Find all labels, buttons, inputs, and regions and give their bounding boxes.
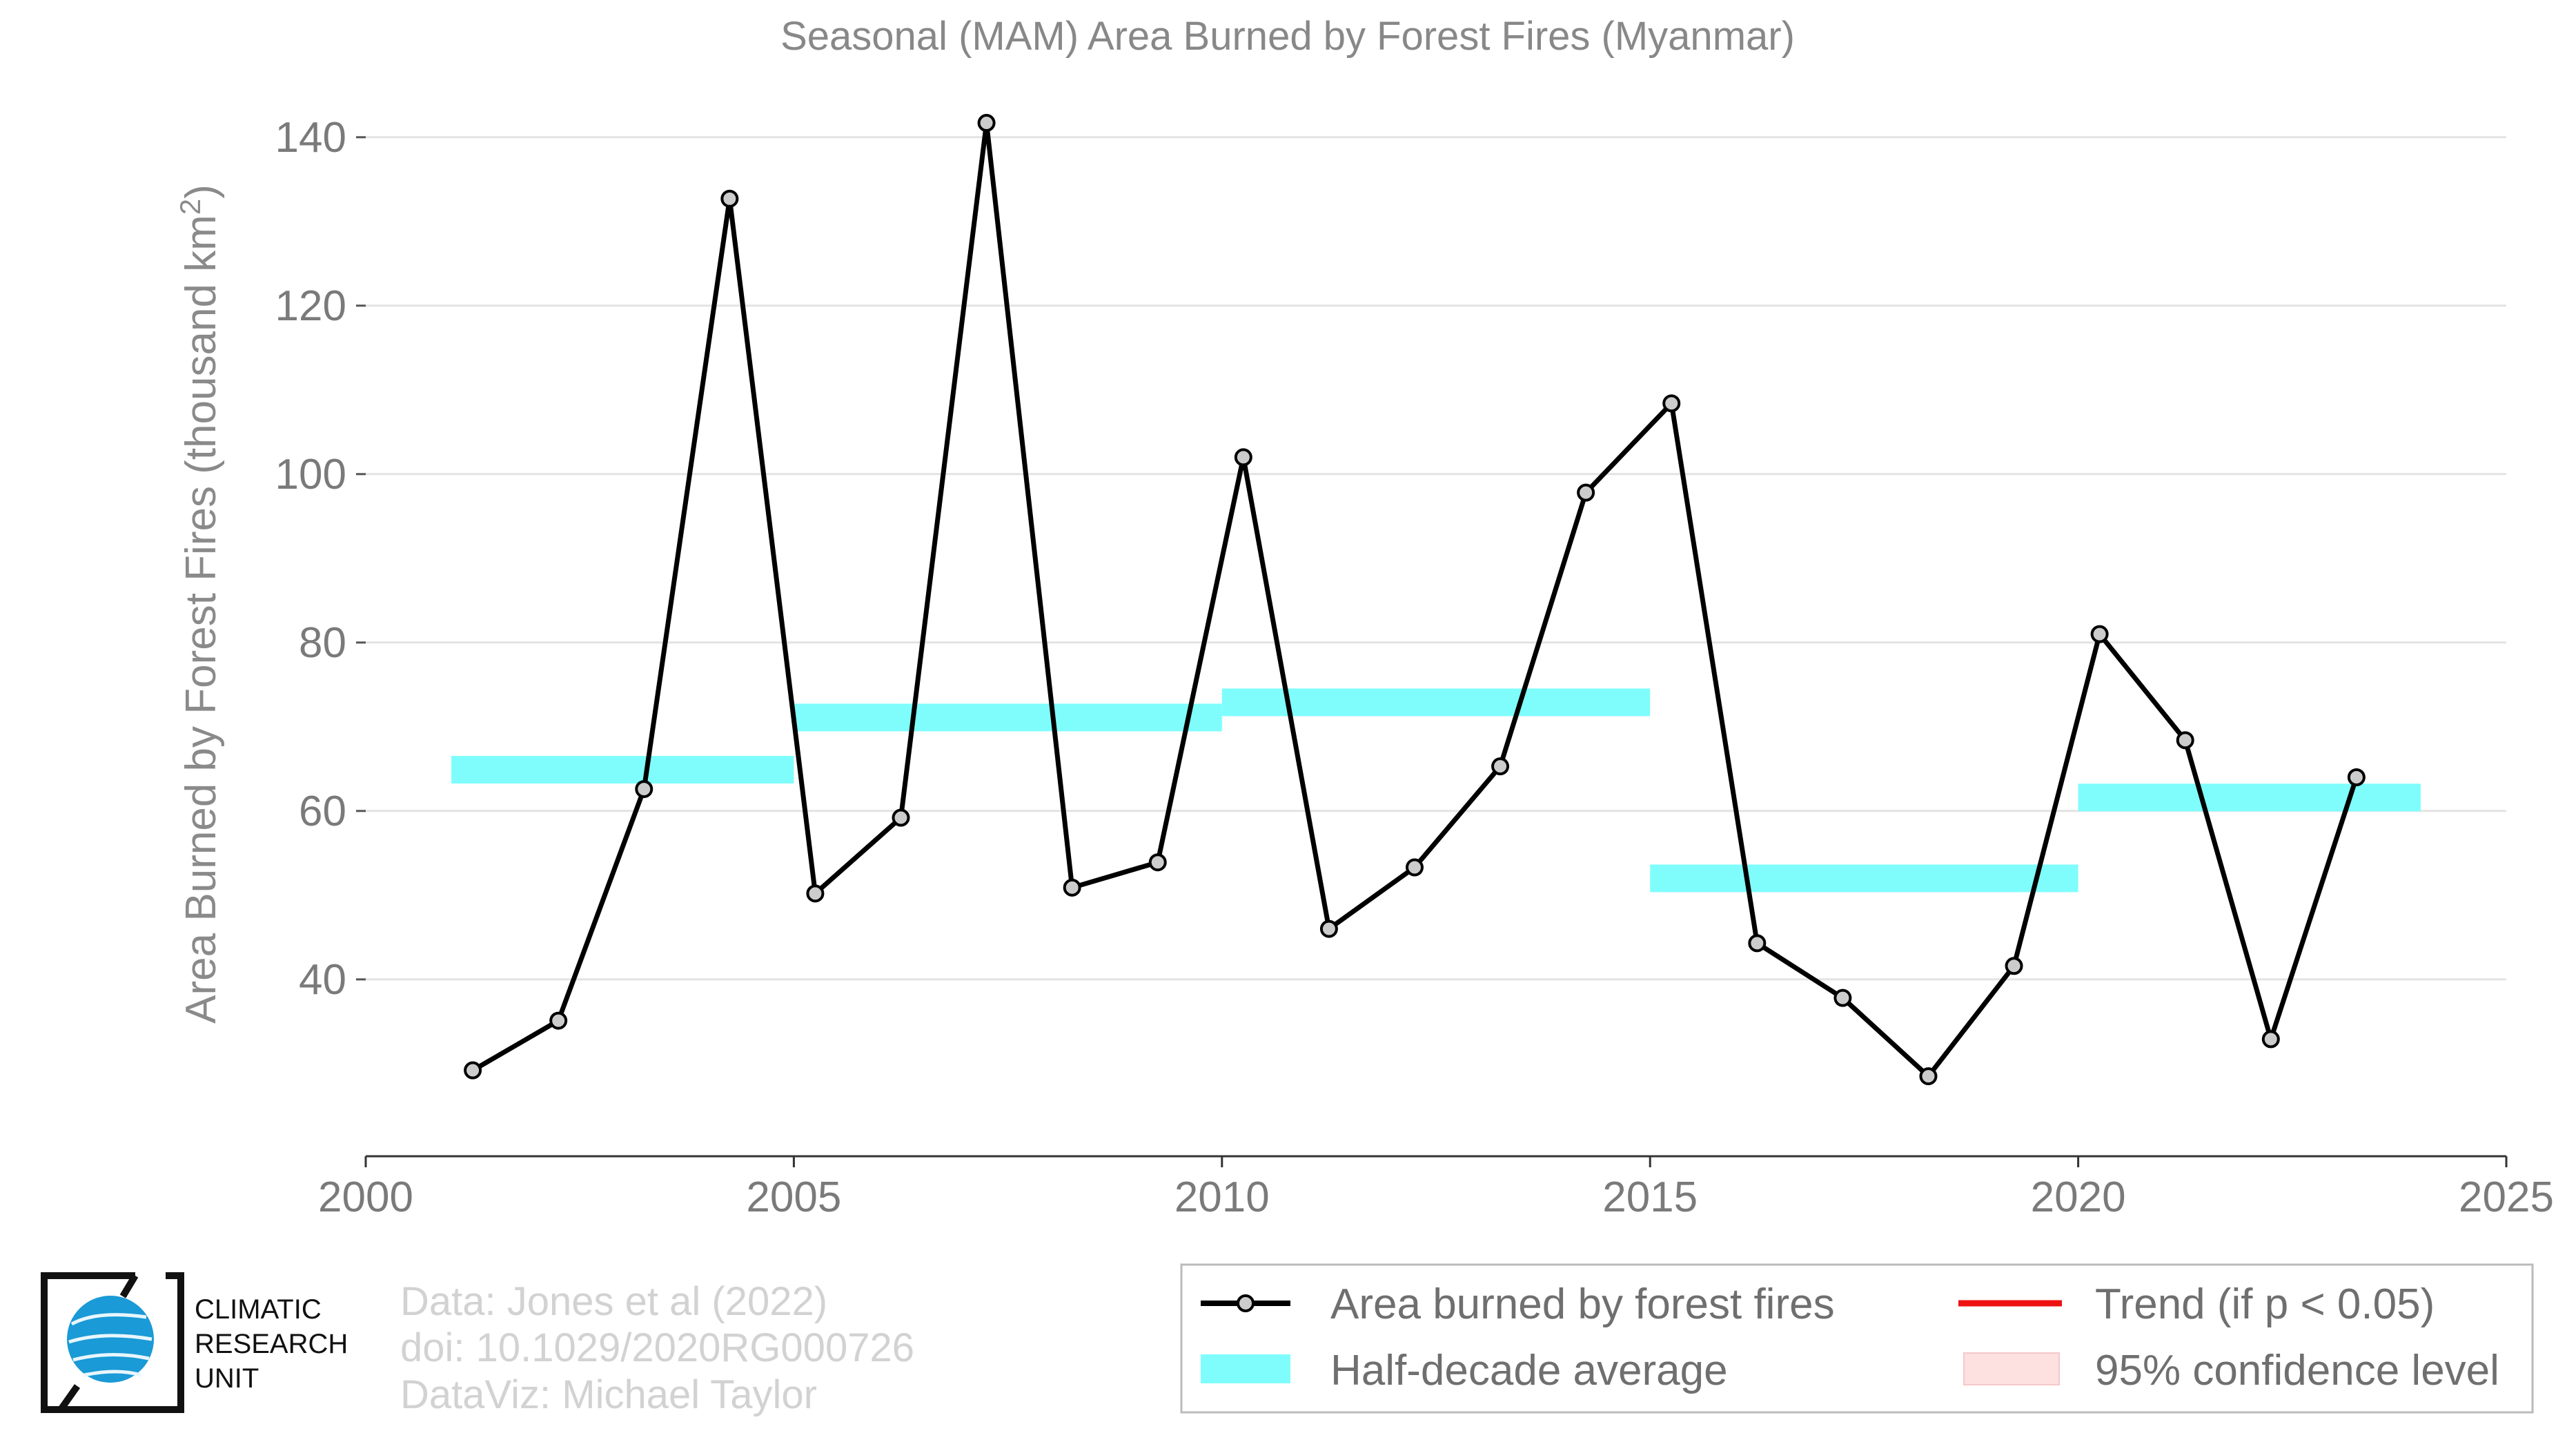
y-axis-label-close: ) bbox=[177, 184, 225, 199]
y-tick-label-100: 100 bbox=[275, 451, 346, 498]
legend-label-half-decade: Half-decade average bbox=[1330, 1347, 1728, 1394]
data-point-20 bbox=[2176, 731, 2194, 750]
y-axis-label: Area Burned by Forest Fires (thousand km… bbox=[174, 184, 225, 1024]
data-point-14 bbox=[1662, 394, 1681, 413]
legend-swatch-series-marker bbox=[1237, 1294, 1255, 1312]
logo-bracket-left-icon bbox=[41, 1272, 59, 1413]
data-point-6 bbox=[977, 114, 996, 133]
x-axis: 2000 2005 2010 2015 2020 2025 bbox=[318, 1155, 2554, 1221]
data-point-1 bbox=[549, 1011, 568, 1030]
legend-swatch-confidence bbox=[1963, 1352, 2060, 1385]
data-point-15 bbox=[1748, 934, 1767, 953]
logo-bracket-right-icon bbox=[59, 1272, 184, 1413]
half-decade-average-bands bbox=[451, 688, 2421, 893]
logo-text-unit: UNIT bbox=[195, 1363, 259, 1394]
y-axis-label-superscript: 2 bbox=[174, 199, 206, 215]
globe-contour-icon bbox=[68, 1313, 153, 1377]
data-point-2 bbox=[635, 780, 653, 799]
data-point-10 bbox=[1319, 919, 1338, 938]
y-tick-labels: 40 60 80 100 120 140 bbox=[275, 114, 366, 1004]
y-tick-label-140: 140 bbox=[275, 114, 346, 162]
data-point-11 bbox=[1405, 858, 1424, 877]
data-point-8 bbox=[1148, 853, 1167, 872]
half-decade-band-1 bbox=[794, 703, 1222, 732]
series-area-burned bbox=[464, 114, 2366, 1086]
data-point-0 bbox=[464, 1061, 482, 1080]
data-point-12 bbox=[1491, 757, 1510, 776]
y-axis-label-text: Area Burned by Forest Fires (thousand km bbox=[177, 215, 225, 1024]
legend-label-confidence: 95% confidence level bbox=[2095, 1347, 2499, 1394]
data-point-18 bbox=[2005, 957, 2023, 975]
data-point-13 bbox=[1577, 483, 1595, 502]
x-tick-label-2000: 2000 bbox=[318, 1174, 413, 1221]
data-point-22 bbox=[2347, 768, 2366, 786]
legend-frame bbox=[1180, 1263, 2534, 1414]
y-tick-label-40: 40 bbox=[299, 956, 346, 1004]
data-point-4 bbox=[806, 884, 825, 903]
logo-slash-top-icon bbox=[119, 1274, 139, 1298]
gridlines bbox=[366, 136, 2506, 981]
data-point-16 bbox=[1833, 989, 1852, 1007]
x-tick-label-2005: 2005 bbox=[746, 1174, 841, 1221]
x-tick-label-2025: 2025 bbox=[2459, 1174, 2554, 1221]
logo-text-climatic: CLIMATIC bbox=[195, 1294, 322, 1325]
data-point-17 bbox=[1919, 1067, 1938, 1086]
data-point-21 bbox=[2261, 1030, 2280, 1049]
half-decade-band-2 bbox=[1221, 688, 1651, 717]
half-decade-band-4 bbox=[2078, 783, 2421, 812]
data-point-9 bbox=[1234, 448, 1252, 467]
chart-title: Seasonal (MAM) Area Burned by Forest Fir… bbox=[780, 14, 1795, 59]
credit-data: Data: Jones et al (2022) bbox=[400, 1279, 827, 1324]
credit-dataviz: DataViz: Michael Taylor bbox=[400, 1372, 817, 1417]
legend: Area burned by forest fires Half-decade … bbox=[1180, 1263, 2534, 1414]
x-tick-label-2010: 2010 bbox=[1174, 1174, 1270, 1221]
logo-text-research: RESEARCH bbox=[195, 1329, 348, 1359]
half-decade-band-3 bbox=[1650, 864, 2078, 893]
series-line bbox=[471, 120, 2359, 1079]
data-point-3 bbox=[720, 189, 739, 208]
y-tick-label-80: 80 bbox=[299, 619, 346, 667]
cru-logo: CLIMATIC RESEARCH UNIT bbox=[41, 1272, 348, 1413]
legend-label-series: Area burned by forest fires bbox=[1330, 1280, 1835, 1328]
data-point-7 bbox=[1063, 878, 1081, 897]
half-decade-band-0 bbox=[451, 756, 794, 784]
data-point-19 bbox=[2090, 625, 2109, 643]
x-tick-label-2020: 2020 bbox=[2031, 1174, 2126, 1221]
x-tick-label-2015: 2015 bbox=[1602, 1174, 1698, 1221]
y-tick-label-60: 60 bbox=[299, 788, 346, 835]
legend-label-trend: Trend (if p < 0.05) bbox=[2095, 1280, 2435, 1328]
logo-slash-bottom-icon bbox=[57, 1384, 81, 1412]
data-point-5 bbox=[892, 808, 910, 827]
legend-swatch-half-decade bbox=[1201, 1354, 1290, 1383]
credit-doi: doi: 10.1029/2020RG000726 bbox=[400, 1325, 914, 1370]
y-tick-label-120: 120 bbox=[275, 282, 346, 330]
